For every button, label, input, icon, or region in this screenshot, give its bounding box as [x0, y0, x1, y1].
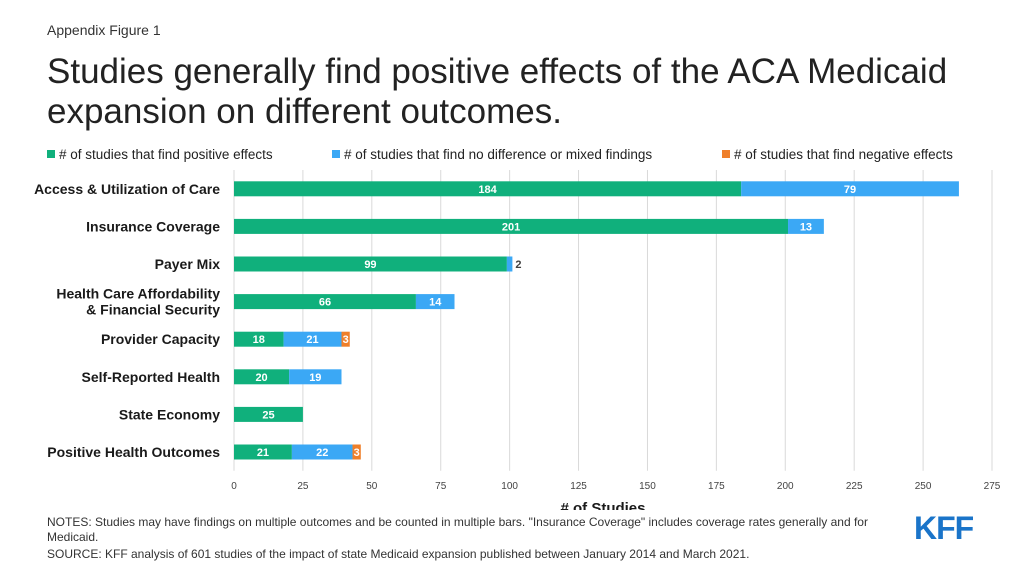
- x-tick-label: 125: [570, 481, 587, 492]
- data-label: 184: [478, 184, 497, 196]
- x-tick-label: 100: [501, 481, 518, 492]
- legend-label-negative: # of studies that find negative effects: [734, 147, 953, 162]
- legend-swatch-mixed: [332, 150, 340, 158]
- x-axis-title: # of Studies: [560, 500, 645, 510]
- data-label: 21: [306, 334, 318, 346]
- legend-swatch-positive: [47, 150, 55, 158]
- category-label: Health Care Affordability & Financial Sec…: [56, 286, 220, 318]
- data-label: 18: [253, 334, 265, 346]
- legend-item-positive: # of studies that find positive effects: [47, 147, 273, 162]
- chart-title: Studies generally find positive effects …: [47, 52, 948, 131]
- x-tick-label: 150: [639, 481, 656, 492]
- bar-segment-positive: [234, 444, 292, 460]
- x-tick-label: 25: [297, 481, 309, 492]
- category-label: Access & Utilization of Care: [34, 181, 220, 197]
- category-label: Payer Mix: [155, 256, 221, 272]
- data-label: 22: [316, 447, 328, 459]
- data-label: 79: [844, 184, 856, 196]
- kff-logo: KFF: [914, 510, 974, 546]
- data-label: 99: [364, 259, 376, 271]
- data-label: 21: [257, 447, 269, 459]
- bar-segment-mixed: [289, 369, 342, 385]
- legend-item-mixed: # of studies that find no difference or …: [332, 147, 652, 162]
- x-tick-label: 0: [231, 481, 237, 492]
- bar-segment-positive: [234, 406, 303, 422]
- bar-segment-mixed: [291, 444, 353, 460]
- chart-legend: # of studies that find positive effects …: [47, 147, 1007, 165]
- data-label: 2: [515, 259, 521, 271]
- x-tick-label: 225: [846, 481, 863, 492]
- data-label: 19: [309, 372, 321, 384]
- x-tick-label: 175: [708, 481, 725, 492]
- x-tick-label: 50: [366, 481, 378, 492]
- bar-segment-mixed: [283, 331, 342, 347]
- data-label: 20: [255, 372, 267, 384]
- bar-segment-positive: [234, 256, 507, 272]
- legend-label-positive: # of studies that find positive effects: [59, 147, 273, 162]
- stacked-bar-chart: 0 25 50 75 100 125 150 175 200 225 250 275# of Stud…: [34, 170, 1001, 510]
- data-label: 14: [429, 297, 442, 309]
- data-label: 66: [319, 297, 331, 309]
- bar-segment-negative: [341, 331, 350, 347]
- bar-segment-mixed: [788, 218, 824, 234]
- legend-item-negative: # of studies that find negative effects: [722, 147, 953, 162]
- bar-segment-positive: [234, 181, 742, 197]
- category-label: Insurance Coverage: [86, 218, 220, 234]
- x-tick-label: 200: [777, 481, 794, 492]
- chart-source: SOURCE: KFF analysis of 601 studies of t…: [47, 547, 750, 561]
- category-label: Provider Capacity: [101, 331, 220, 347]
- bar-segment-mixed: [415, 294, 455, 310]
- legend-swatch-negative: [722, 150, 730, 158]
- x-tick-label: 250: [915, 481, 932, 492]
- category-label: Self-Reported Health: [82, 369, 220, 385]
- bar-segment-negative: [352, 444, 361, 460]
- bar-segment-positive: [234, 294, 416, 310]
- bar-segment-mixed: [741, 181, 959, 197]
- category-label: State Economy: [119, 406, 220, 422]
- data-label: 25: [262, 409, 274, 421]
- x-tick-label: 275: [984, 481, 1001, 492]
- legend-label-mixed: # of studies that find no difference or …: [344, 147, 653, 162]
- data-label: 201: [502, 221, 520, 233]
- bar-segment-positive: [234, 218, 789, 234]
- data-label: 3: [354, 447, 360, 459]
- figure-label: Appendix Figure 1: [47, 22, 161, 38]
- data-label: 3: [343, 334, 349, 346]
- bar-segment-mixed: [506, 256, 513, 272]
- bar-segment-positive: [234, 331, 284, 347]
- bar-segment-positive: [234, 369, 290, 385]
- x-tick-label: 75: [435, 481, 447, 492]
- category-label: Positive Health Outcomes: [47, 444, 220, 460]
- chart-notes: NOTES: Studies may have findings on mult…: [47, 515, 868, 544]
- data-label: 13: [800, 221, 812, 233]
